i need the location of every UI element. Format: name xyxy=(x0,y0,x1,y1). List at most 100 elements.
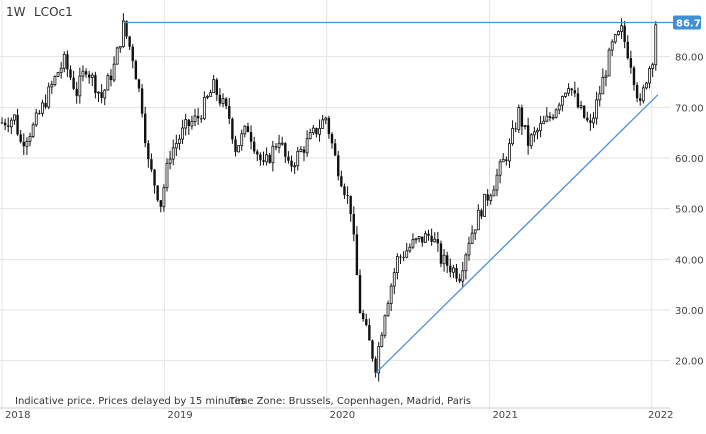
candle-body-up xyxy=(604,75,608,78)
candle-body-down xyxy=(632,67,636,85)
candle-body-up xyxy=(296,151,300,167)
candle-body-down xyxy=(156,185,159,201)
candle-body-down xyxy=(623,25,626,42)
candle-body-down xyxy=(128,36,131,47)
axes: 20.00 30.00 40.00 50.00 60.00 70.00 80.00 2018 2… xyxy=(0,53,704,421)
candle-body-down xyxy=(355,234,359,276)
candle-body-up xyxy=(476,209,480,231)
x-tick-label: 2022 xyxy=(648,410,673,421)
candle-body-up xyxy=(654,24,658,66)
candle-body-up xyxy=(542,120,546,124)
candle-body-up xyxy=(551,116,555,119)
candle-body-down xyxy=(449,265,452,273)
candle-body-up xyxy=(50,83,54,88)
candle-body-down xyxy=(368,325,371,341)
y-tick-label: 70.00 xyxy=(675,103,704,114)
candle-body-up xyxy=(508,143,511,162)
price-tag: 86.74 xyxy=(673,15,706,30)
candle-body-down xyxy=(436,239,440,244)
candle-body-down xyxy=(259,154,262,161)
candle-body-up xyxy=(308,132,312,140)
candle-body-down xyxy=(582,105,586,118)
candle-body-down xyxy=(629,58,633,68)
candle-body-down xyxy=(7,125,10,127)
candle-body-up xyxy=(178,138,181,144)
candle-body-up xyxy=(41,102,44,114)
candle-body-down xyxy=(187,119,190,127)
candle-body-up xyxy=(318,127,321,135)
candle-body-down xyxy=(66,54,69,70)
candle-body-up xyxy=(560,96,564,106)
candle-body-down xyxy=(374,358,377,373)
candle-body-down xyxy=(159,200,162,207)
candle-body-down xyxy=(144,113,147,144)
candle-body-up xyxy=(536,130,539,133)
candle-body-down xyxy=(87,74,91,78)
candle-body-up xyxy=(395,256,399,274)
delay-note: Indicative price. Prices delayed by 15 m… xyxy=(15,396,246,407)
candle-body-down xyxy=(427,233,430,236)
candle-body-down xyxy=(196,115,200,119)
candle-body-up xyxy=(56,72,60,77)
candle-body-down xyxy=(249,132,253,142)
candles xyxy=(0,13,658,382)
candle-body-up xyxy=(423,233,427,243)
candle-body-up xyxy=(620,25,623,32)
candle-body-up xyxy=(277,142,281,148)
candle-body-down xyxy=(274,146,278,148)
candle-body-up xyxy=(377,346,381,374)
candle-body-up xyxy=(495,174,499,191)
candle-body-up xyxy=(59,67,63,74)
candle-body-down xyxy=(75,88,78,96)
price-tag-value: 86.74 xyxy=(676,19,706,30)
candle-body-down xyxy=(94,75,97,94)
candle-body-down xyxy=(548,116,552,118)
candle-body-up xyxy=(31,124,35,137)
candle-body-down xyxy=(150,159,153,170)
candle-body-up xyxy=(13,114,16,121)
y-tick-label: 40.00 xyxy=(675,255,704,266)
candle-body-up xyxy=(492,189,496,197)
candle-body-up xyxy=(90,74,94,78)
candle-body-down xyxy=(69,69,72,78)
candle-body-up xyxy=(9,119,13,128)
candle-body-up xyxy=(539,123,542,131)
candle-body-down xyxy=(109,75,113,81)
candle-body-down xyxy=(358,275,362,314)
candle-body-up xyxy=(311,127,315,134)
interval-label[interactable]: 1W xyxy=(6,5,26,19)
candle-body-up xyxy=(610,41,614,51)
candle-body-up xyxy=(184,119,188,129)
candle-body-up xyxy=(243,125,247,135)
candle-body-up xyxy=(78,75,82,97)
candle-body-up xyxy=(641,87,645,102)
candle-body-down xyxy=(455,268,458,279)
candle-body-down xyxy=(430,235,433,242)
candle-body-up xyxy=(408,246,412,252)
candle-body-up xyxy=(115,47,119,65)
candle-body-down xyxy=(343,186,346,196)
candle-body-down xyxy=(137,79,141,89)
symbol-label[interactable]: LCOc1 xyxy=(34,5,73,19)
candle-body-up xyxy=(34,112,38,126)
candle-body-up xyxy=(414,238,418,241)
candle-body-down xyxy=(302,149,306,153)
candle-body-up xyxy=(464,254,468,272)
candle-body-up xyxy=(168,158,172,164)
candle-body-down xyxy=(573,90,577,94)
candle-body-up xyxy=(25,140,29,147)
candle-body-down xyxy=(486,194,489,201)
candle-body-down xyxy=(402,256,405,258)
candle-body-up xyxy=(106,75,110,91)
candle-body-up xyxy=(221,98,225,104)
candle-body-down xyxy=(327,118,331,135)
candle-body-up xyxy=(452,267,455,273)
candle-body-down xyxy=(268,154,271,163)
candle-body-up xyxy=(467,242,471,256)
x-tick-label: 2020 xyxy=(330,410,355,421)
candle-body-down xyxy=(570,88,573,91)
y-tick-label: 20.00 xyxy=(675,357,704,368)
candle-body-down xyxy=(284,143,287,157)
candle-body-down xyxy=(153,169,156,186)
